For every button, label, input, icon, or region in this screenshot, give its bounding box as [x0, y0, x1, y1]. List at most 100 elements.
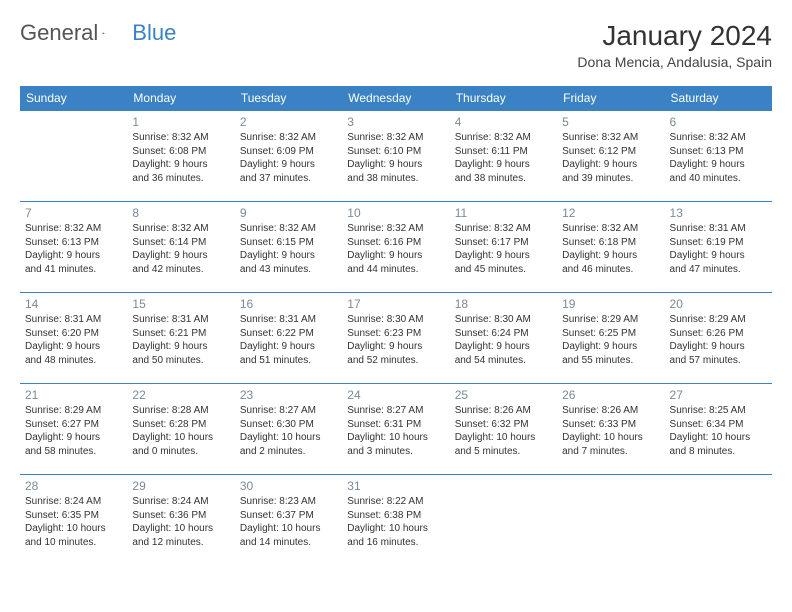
day-info-line: Sunset: 6:25 PM: [562, 327, 659, 341]
day-number: 28: [25, 479, 122, 493]
day-info-line: Sunset: 6:13 PM: [25, 236, 122, 250]
day-info-line: Daylight: 9 hours: [670, 340, 767, 354]
day-cell: 4Sunrise: 8:32 AMSunset: 6:11 PMDaylight…: [450, 111, 557, 202]
day-info-line: Sunrise: 8:27 AM: [240, 404, 337, 418]
day-number: 24: [347, 388, 444, 402]
day-info-line: Sunrise: 8:26 AM: [455, 404, 552, 418]
day-cell: 26Sunrise: 8:26 AMSunset: 6:33 PMDayligh…: [557, 384, 664, 475]
day-info-line: and 2 minutes.: [240, 445, 337, 459]
day-cell: 24Sunrise: 8:27 AMSunset: 6:31 PMDayligh…: [342, 384, 449, 475]
day-info-line: Sunset: 6:22 PM: [240, 327, 337, 341]
day-info-line: Daylight: 9 hours: [455, 340, 552, 354]
day-info-line: and 54 minutes.: [455, 354, 552, 368]
day-cell: [450, 475, 557, 566]
day-number: 7: [25, 206, 122, 220]
day-number: 30: [240, 479, 337, 493]
day-info-line: Daylight: 9 hours: [25, 249, 122, 263]
day-info-line: Sunset: 6:21 PM: [132, 327, 229, 341]
day-info-line: Sunrise: 8:31 AM: [670, 222, 767, 236]
day-info-line: Daylight: 9 hours: [670, 158, 767, 172]
week-row: 7Sunrise: 8:32 AMSunset: 6:13 PMDaylight…: [20, 202, 772, 293]
day-info-line: Sunrise: 8:29 AM: [562, 313, 659, 327]
day-info-line: Daylight: 9 hours: [347, 340, 444, 354]
day-info-line: and 51 minutes.: [240, 354, 337, 368]
day-info-line: Daylight: 9 hours: [240, 158, 337, 172]
day-info-line: Sunset: 6:15 PM: [240, 236, 337, 250]
day-info-line: Sunrise: 8:32 AM: [132, 222, 229, 236]
day-number: 21: [25, 388, 122, 402]
col-monday: Monday: [127, 86, 234, 111]
day-info-line: and 16 minutes.: [347, 536, 444, 550]
day-info-line: Sunrise: 8:32 AM: [455, 222, 552, 236]
day-info-line: Sunset: 6:31 PM: [347, 418, 444, 432]
day-info-line: Daylight: 9 hours: [562, 340, 659, 354]
day-cell: 14Sunrise: 8:31 AMSunset: 6:20 PMDayligh…: [20, 293, 127, 384]
day-cell: 22Sunrise: 8:28 AMSunset: 6:28 PMDayligh…: [127, 384, 234, 475]
day-info-line: Sunrise: 8:32 AM: [562, 131, 659, 145]
day-cell: 19 Sunrise: 8:29 AMSunset: 6:25 PMDayligh…: [557, 293, 664, 384]
day-number: 10: [347, 206, 444, 220]
day-info-line: Sunset: 6:27 PM: [25, 418, 122, 432]
day-number: 3: [347, 115, 444, 129]
day-info-line: Daylight: 9 hours: [455, 158, 552, 172]
day-info-line: Sunset: 6:17 PM: [455, 236, 552, 250]
col-thursday: Thursday: [450, 86, 557, 111]
day-number: 14: [25, 297, 122, 311]
day-info-line: Sunset: 6:19 PM: [670, 236, 767, 250]
day-number: 16: [240, 297, 337, 311]
day-info-line: and 14 minutes.: [240, 536, 337, 550]
day-number: 18: [455, 297, 552, 311]
day-info-line: Daylight: 10 hours: [25, 522, 122, 536]
day-cell: 28Sunrise: 8:24 AMSunset: 6:35 PMDayligh…: [20, 475, 127, 566]
day-cell: 20Sunrise: 8:29 AMSunset: 6:26 PMDayligh…: [665, 293, 772, 384]
day-cell: [557, 475, 664, 566]
col-sunday: Sunday: [20, 86, 127, 111]
logo-sail-icon: [102, 25, 105, 41]
day-info-line: Sunset: 6:12 PM: [562, 145, 659, 159]
day-info-line: Sunrise: 8:29 AM: [25, 404, 122, 418]
day-info-line: Sunset: 6:28 PM: [132, 418, 229, 432]
day-cell: 31Sunrise: 8:22 AMSunset: 6:38 PMDayligh…: [342, 475, 449, 566]
day-cell: 12Sunrise: 8:32 AMSunset: 6:18 PMDayligh…: [557, 202, 664, 293]
day-cell: 11Sunrise: 8:32 AMSunset: 6:17 PMDayligh…: [450, 202, 557, 293]
day-number: 19: [562, 297, 659, 311]
col-tuesday: Tuesday: [235, 86, 342, 111]
day-cell: [665, 475, 772, 566]
day-info-line: Daylight: 9 hours: [132, 340, 229, 354]
day-cell: 29Sunrise: 8:24 AMSunset: 6:36 PMDayligh…: [127, 475, 234, 566]
day-info-line: Sunset: 6:30 PM: [240, 418, 337, 432]
day-info-line: Daylight: 9 hours: [347, 249, 444, 263]
day-info-line: and 42 minutes.: [132, 263, 229, 277]
day-info-line: Sunset: 6:11 PM: [455, 145, 552, 159]
day-cell: 1Sunrise: 8:32 AMSunset: 6:08 PMDaylight…: [127, 111, 234, 202]
day-cell: 30Sunrise: 8:23 AMSunset: 6:37 PMDayligh…: [235, 475, 342, 566]
day-info-line: Sunrise: 8:22 AM: [347, 495, 444, 509]
day-info-line: and 8 minutes.: [670, 445, 767, 459]
col-wednesday: Wednesday: [342, 86, 449, 111]
day-info-line: Sunrise: 8:31 AM: [132, 313, 229, 327]
day-info-line: Sunrise: 8:26 AM: [562, 404, 659, 418]
day-info-line: Sunset: 6:08 PM: [132, 145, 229, 159]
day-info-line: Daylight: 10 hours: [132, 522, 229, 536]
day-info-line: Sunrise: 8:32 AM: [25, 222, 122, 236]
day-info-line: Daylight: 10 hours: [670, 431, 767, 445]
day-info-line: Sunrise: 8:32 AM: [240, 222, 337, 236]
week-row: 28Sunrise: 8:24 AMSunset: 6:35 PMDayligh…: [20, 475, 772, 566]
day-info-line: Daylight: 9 hours: [132, 249, 229, 263]
day-info-line: and 36 minutes.: [132, 172, 229, 186]
day-info-line: Sunset: 6:38 PM: [347, 509, 444, 523]
day-info-line: Sunset: 6:13 PM: [670, 145, 767, 159]
day-info-line: and 12 minutes.: [132, 536, 229, 550]
day-number: 8: [132, 206, 229, 220]
day-info-line: Sunset: 6:24 PM: [455, 327, 552, 341]
day-cell: 21Sunrise: 8:29 AMSunset: 6:27 PMDayligh…: [20, 384, 127, 475]
day-info-line: and 48 minutes.: [25, 354, 122, 368]
day-info-line: Sunset: 6:37 PM: [240, 509, 337, 523]
day-cell: 16Sunrise: 8:31 AMSunset: 6:22 PMDayligh…: [235, 293, 342, 384]
day-info-line: Sunset: 6:33 PM: [562, 418, 659, 432]
day-info-line: Daylight: 9 hours: [347, 158, 444, 172]
day-number: 25: [455, 388, 552, 402]
day-info-line: Sunset: 6:09 PM: [240, 145, 337, 159]
day-number: 17: [347, 297, 444, 311]
day-info-line: and 40 minutes.: [670, 172, 767, 186]
